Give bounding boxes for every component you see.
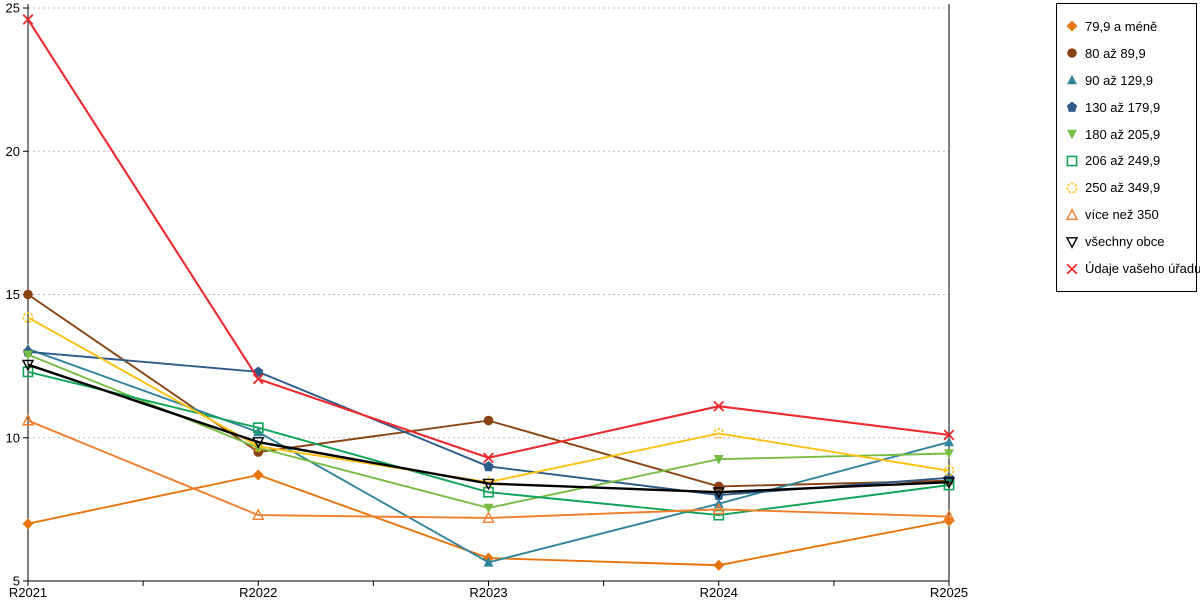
legend-marker-triangle-down-solid-icon [1067,129,1077,140]
data-point-6-4 [943,465,955,477]
legend-marker-square-open-icon [1066,155,1078,167]
series-line-5 [27,370,950,517]
x-tick-label-R2023: R2023 [469,585,507,600]
data-point-9-1 [252,373,264,385]
legend-item-4: 180 až 205,9 [1065,126,1196,142]
data-point-4-0 [23,350,33,360]
series-line-9 [27,18,950,459]
chart-legend: 79,9 a méně 80 až 89,9 90 až 129,9 130 až 1… [1056,3,1200,292]
y-tick-label-25: 25 [6,1,20,16]
series-line-2 [27,348,950,564]
legend-item-8: všechny obce [1065,234,1196,250]
data-point-6-3 [713,428,725,439]
y-tick-label-20: 20 [6,144,20,159]
legend-item-1: 80 až 89,9 [1065,45,1196,61]
legend-label: 80 až 89,9 [1085,45,1146,61]
legend-marker-triangle-up-open-icon [1065,207,1079,220]
data-point-0-0 [22,518,34,530]
legend-marker-diamond-solid-icon [1066,20,1078,32]
legend-label: Údaje vašeho úřadu [1085,261,1200,277]
legend-marker-circle-solid-icon [1067,48,1077,59]
data-point-7-3 [712,502,725,515]
data-point-1-2 [483,415,494,426]
data-point-3-2 [483,461,494,472]
legend-label: 79,9 a méně [1085,18,1158,34]
legend-label: všechny obce [1085,234,1165,250]
x-tick-label-R2024: R2024 [700,585,738,600]
legend-label: 130 až 179,9 [1085,99,1161,115]
legend-label: 250 až 349,9 [1085,180,1161,196]
y-tick-label-5: 5 [13,574,20,589]
legend-marker-triangle-down-open-icon [1065,236,1079,249]
data-point-7-0 [21,413,35,426]
x-tick-label-R2022: R2022 [239,585,277,600]
data-point-8-0 [21,359,35,372]
y-tick-label-15: 15 [6,287,20,302]
legend-item-9: Údaje vašeho úřadu [1065,261,1200,276]
data-point-7-1 [252,508,265,521]
data-point-6-0 [22,312,34,323]
series-line-8 [27,363,950,494]
data-point-5-3 [713,509,725,521]
y-tick-label-10: 10 [6,430,20,445]
series-line-7 [27,419,950,519]
data-point-2-4 [944,436,954,447]
data-point-8-2 [482,478,495,491]
legend-item-0: 79,9 a méně [1065,18,1196,34]
data-point-9-2 [483,452,494,464]
data-point-8-4 [942,477,956,489]
data-point-5-1 [252,422,264,434]
legend-label: 206 až 249,9 [1085,153,1161,169]
legend-marker-pentagon-solid-icon [1066,101,1078,113]
legend-item-2: 90 až 129,9 [1065,72,1196,88]
series-line-6 [27,316,950,484]
data-point-2-2 [483,557,494,567]
data-point-8-3 [712,487,725,499]
data-point-9-3 [713,400,725,412]
legend-marker-triangle-up-solid-icon [1067,74,1077,85]
legend-marker-circle-open-dashed-icon [1066,182,1078,194]
legend-item-6: 250 až 349,9 [1065,180,1196,196]
data-point-0-3 [713,559,725,571]
data-point-9-4 [943,429,955,441]
data-point-7-4 [942,509,956,522]
data-point-5-0 [22,366,34,378]
data-point-4-3 [713,455,724,465]
legend-item-5: 206 až 249,9 [1065,153,1196,169]
legend-marker-x-cross-icon [1066,263,1078,274]
data-point-5-4 [943,479,955,491]
data-point-2-1 [253,426,264,437]
data-point-0-1 [252,469,264,481]
legend-label: 90 až 129,9 [1085,72,1153,88]
data-point-8-1 [252,437,265,449]
data-point-4-2 [483,503,494,514]
x-tick-label-R2025: R2025 [930,585,968,600]
legend-item-7: více než 350 [1065,207,1196,223]
legend-label: 180 až 205,9 [1085,126,1161,142]
data-point-4-4 [944,449,954,459]
data-point-1-0 [23,289,33,300]
data-point-1-3 [713,481,724,492]
legend-item-3: 130 až 179,9 [1065,99,1196,115]
data-point-9-0 [22,14,34,25]
x-tick-label-R2021: R2021 [9,585,47,600]
legend-label: více než 350 [1085,207,1159,223]
data-point-7-2 [482,511,495,523]
